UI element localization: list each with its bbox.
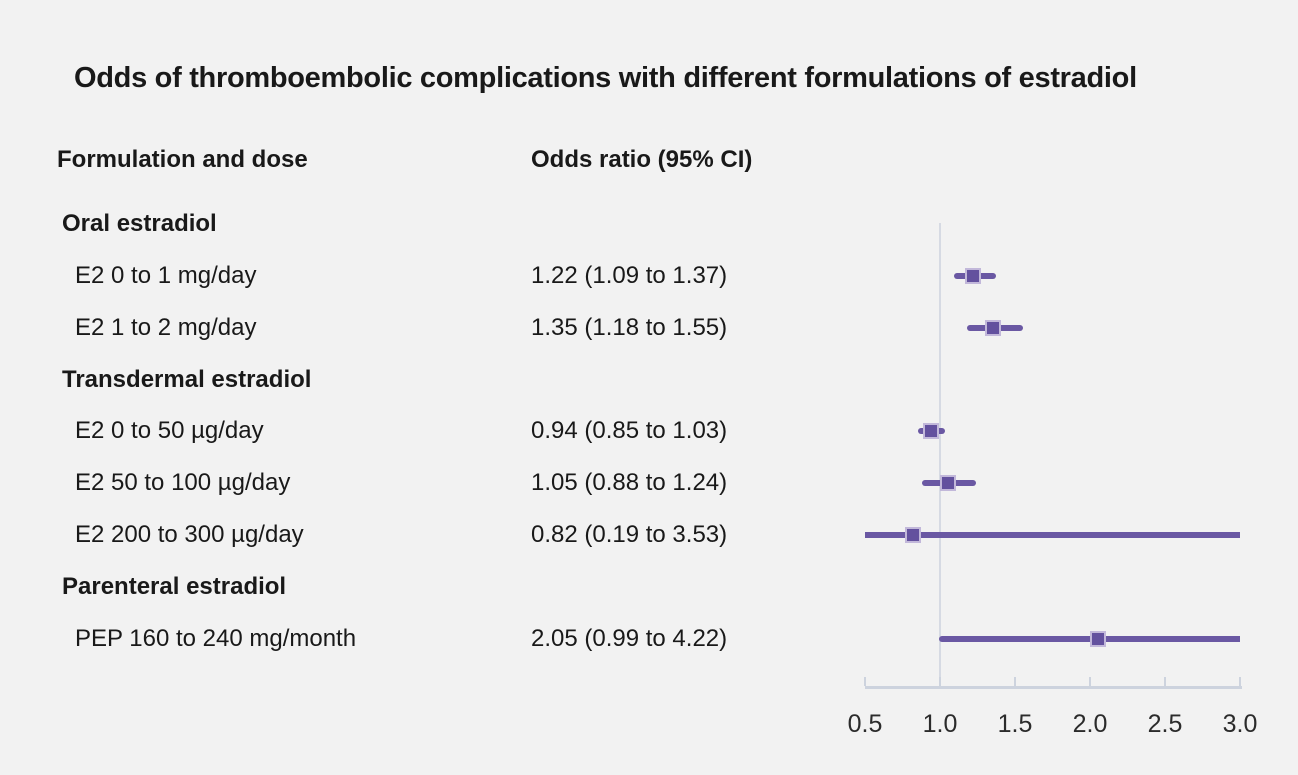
x-axis-tick: [1089, 677, 1091, 686]
odds-ratio-value: 2.05 (0.99 to 4.22): [531, 624, 728, 652]
odds-ratio-marker: [984, 319, 1001, 336]
row-item-label: E2 0 to 50 µg/day: [75, 417, 264, 445]
x-axis-tick: [1164, 677, 1166, 686]
row-item-label: E2 200 to 300 µg/day: [75, 521, 304, 549]
column-header-formulation: Formulation and dose: [57, 146, 308, 173]
x-axis-tick-label: 1.5: [997, 710, 1033, 738]
x-axis-tick-label: 3.0: [1222, 710, 1258, 738]
odds-ratio-value: 0.82 (0.19 to 3.53): [531, 521, 728, 549]
odds-ratio-marker: [939, 475, 956, 492]
x-axis-tick: [1239, 677, 1241, 686]
row-group-label: Transdermal estradiol: [62, 365, 312, 393]
row-group-label: Oral estradiol: [62, 210, 217, 237]
ci-line: [938, 635, 1240, 642]
column-header-odds-ratio: Odds ratio (95% CI): [531, 146, 753, 173]
odds-ratio-marker: [905, 527, 921, 544]
x-axis-tick: [939, 677, 941, 686]
x-axis-tick-label: 1.0: [922, 710, 958, 738]
x-axis-line: [865, 686, 1242, 689]
row-group-label: Parenteral estradiol: [62, 572, 287, 600]
x-axis-tick-label: 0.5: [847, 710, 883, 738]
odds-ratio-value: 1.05 (0.88 to 1.24): [531, 469, 728, 497]
reference-line: [939, 223, 941, 688]
x-axis-tick: [864, 677, 866, 686]
ci-line: [865, 532, 1240, 539]
odds-ratio-value: 0.94 (0.85 to 1.03): [531, 417, 728, 445]
row-item-label: E2 1 to 2 mg/day: [75, 313, 257, 341]
odds-ratio-value: 1.35 (1.18 to 1.55): [531, 313, 728, 341]
x-axis-tick-label: 2.0: [1072, 710, 1108, 738]
odds-ratio-marker: [923, 423, 939, 440]
x-axis-tick: [1014, 677, 1016, 686]
odds-ratio-marker: [965, 267, 981, 284]
odds-ratio-value: 1.22 (1.09 to 1.37): [531, 261, 728, 289]
odds-ratio-marker: [1089, 630, 1106, 647]
chart-title: Odds of thromboembolic complications wit…: [74, 62, 1137, 94]
row-item-label: E2 0 to 1 mg/day: [75, 261, 257, 289]
x-axis-tick-label: 2.5: [1147, 710, 1183, 738]
row-item-label: PEP 160 to 240 mg/month: [75, 624, 357, 652]
row-item-label: E2 50 to 100 µg/day: [75, 469, 291, 497]
